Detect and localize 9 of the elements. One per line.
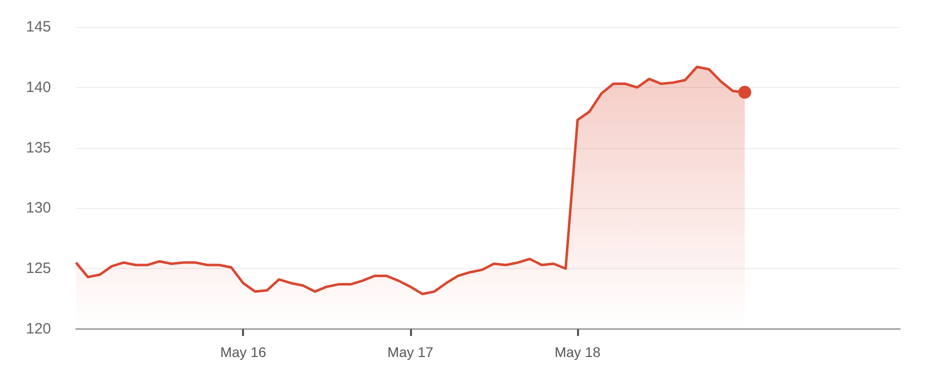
x-tick-label: May 17 bbox=[387, 344, 434, 360]
y-tick-label: 140 bbox=[26, 78, 52, 96]
y-tick-label: 120 bbox=[26, 320, 52, 338]
y-tick-label: 145 bbox=[26, 18, 52, 36]
x-tick-label: May 16 bbox=[220, 344, 266, 360]
y-tick-label: 125 bbox=[26, 260, 52, 278]
y-tick-label: 135 bbox=[26, 139, 52, 156]
x-tick-label: May 18 bbox=[554, 344, 601, 360]
y-tick-label: 130 bbox=[26, 200, 52, 217]
